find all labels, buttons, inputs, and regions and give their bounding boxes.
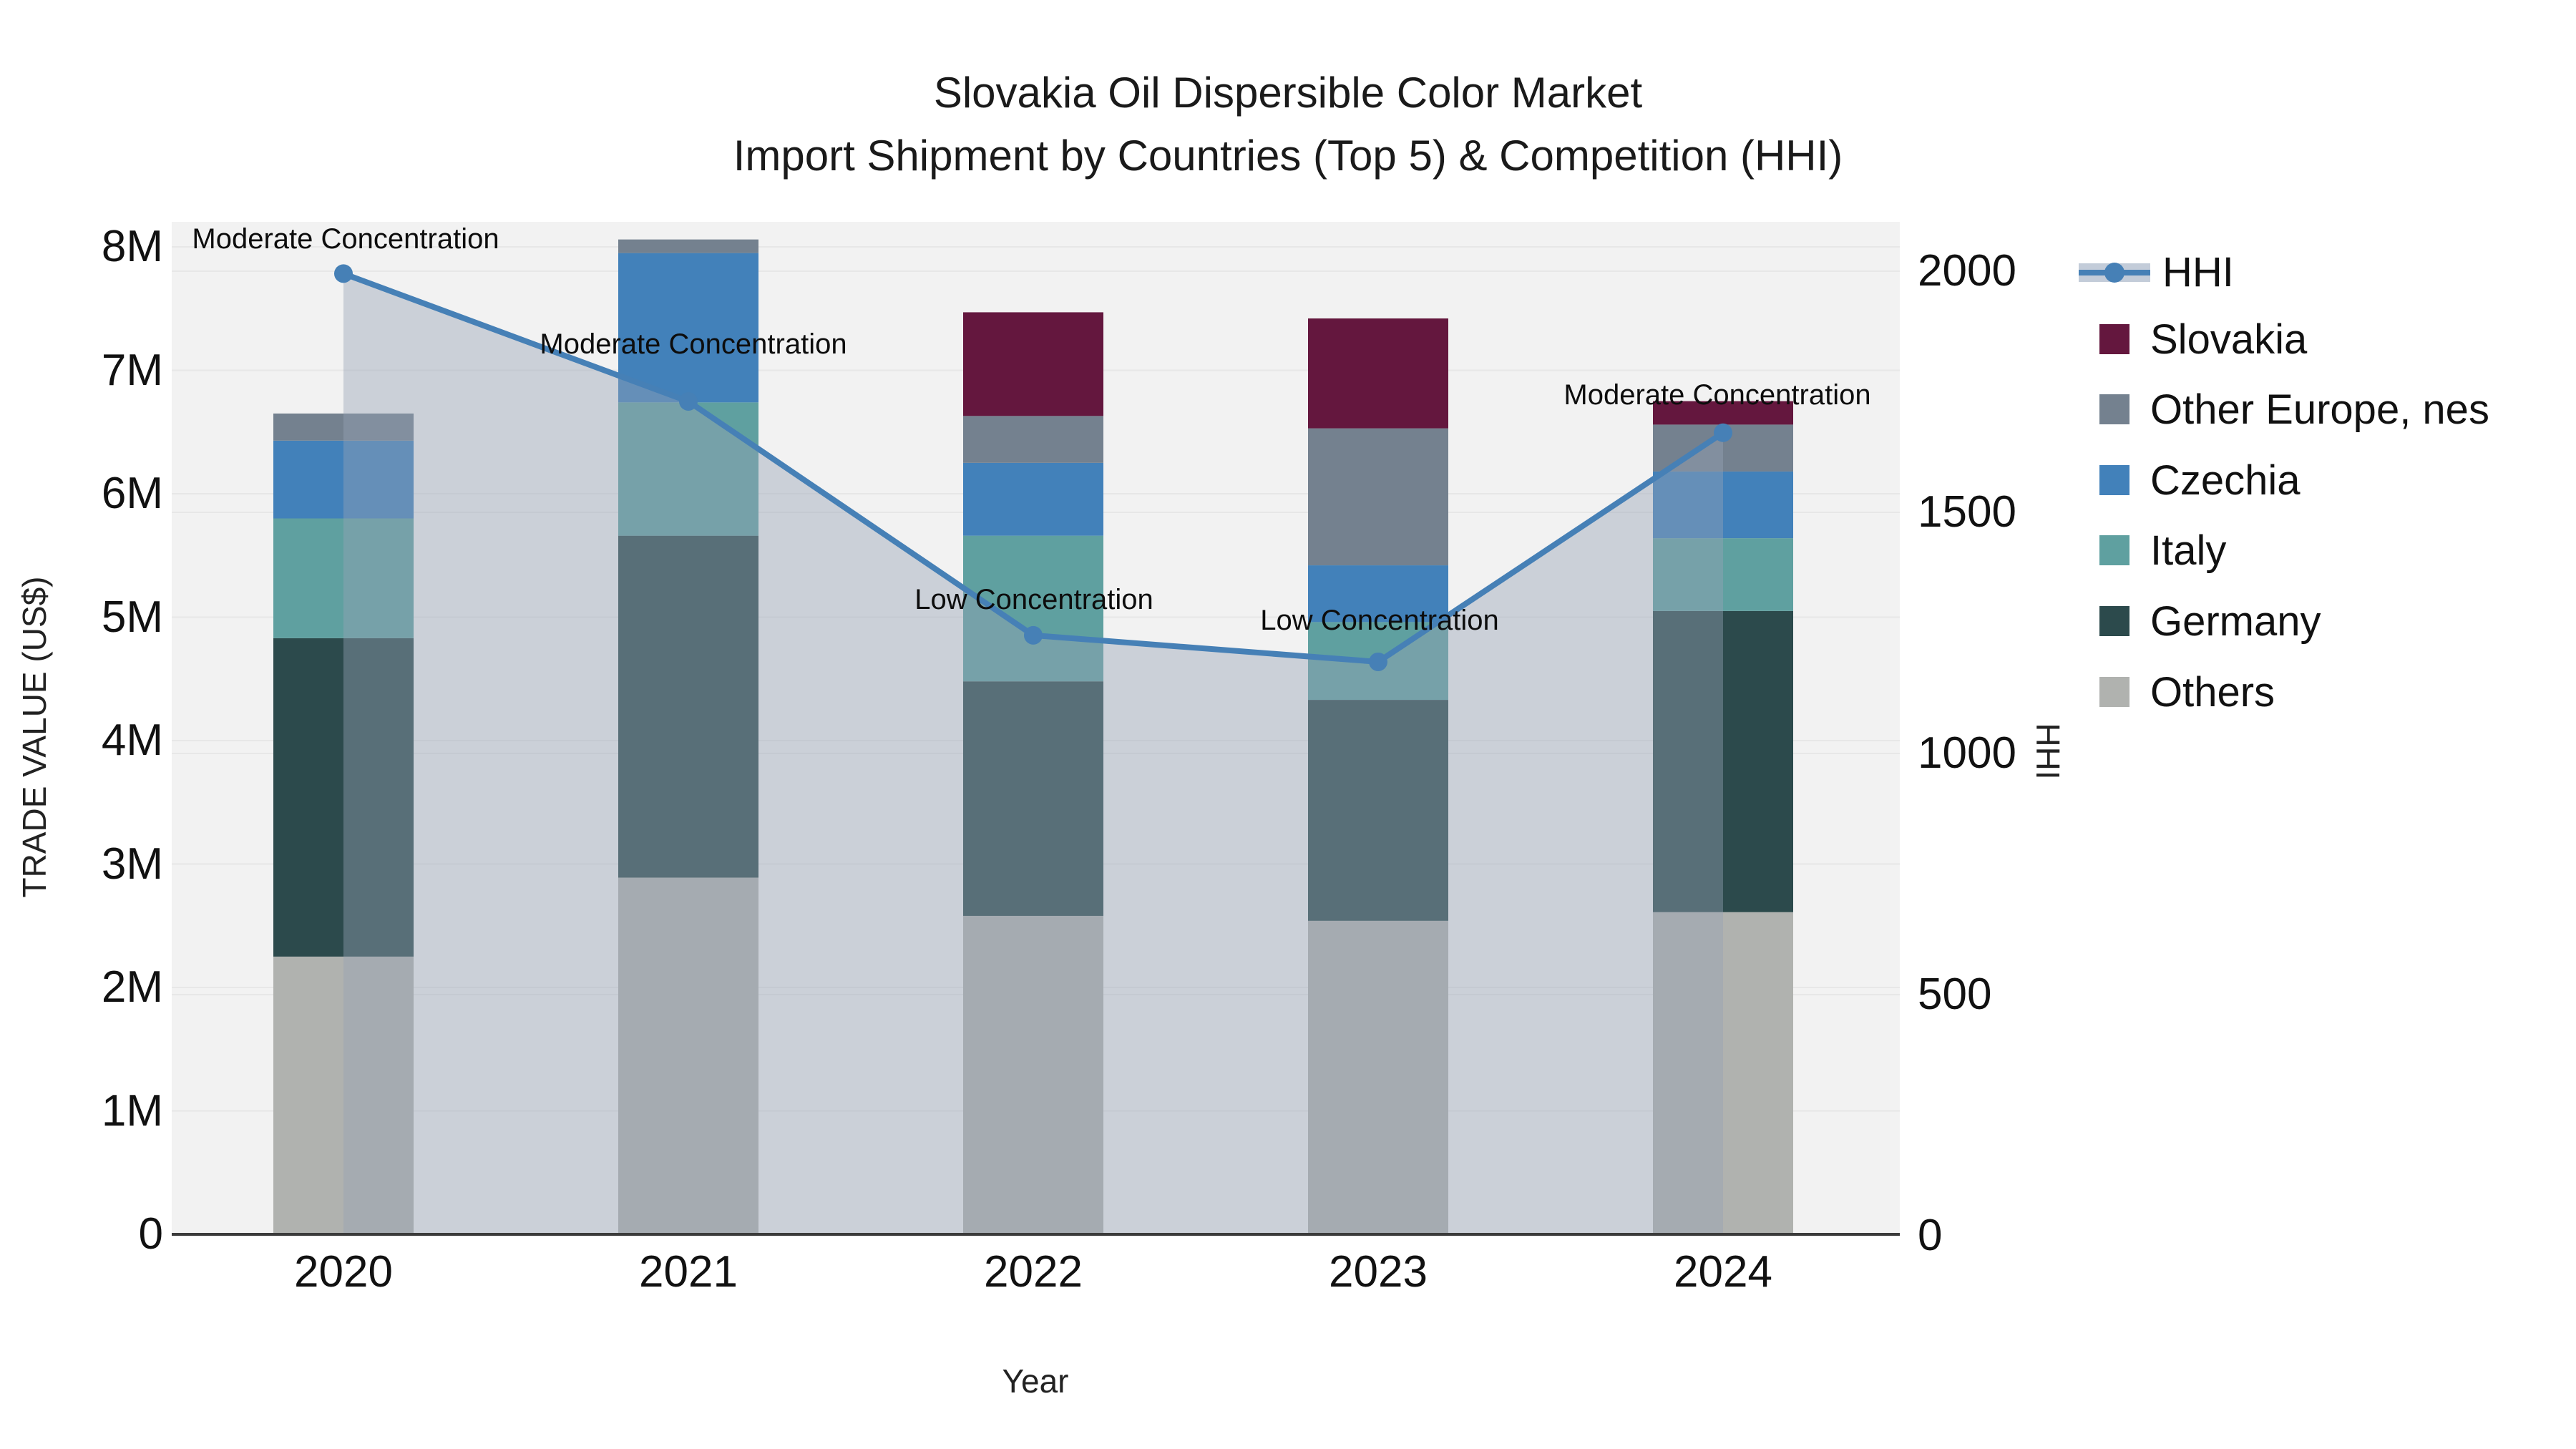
legend-label-hhi: HHI xyxy=(2162,248,2234,296)
bar-segment-2024-others[interactable] xyxy=(1653,912,1793,1234)
legend-label-others: Others xyxy=(2150,668,2275,716)
y-axis-title-left: TRADE VALUE (US$) xyxy=(16,576,53,898)
legend-swatch-others xyxy=(2099,677,2129,707)
hhi-annotation-2021: Moderate Concentration xyxy=(540,328,847,360)
legend-label-italy: Italy xyxy=(2150,527,2227,574)
x-tick-2024: 2024 xyxy=(1674,1247,1772,1297)
bar-segment-2022-others[interactable] xyxy=(963,915,1103,1234)
bar-segment-2023-others[interactable] xyxy=(1308,920,1448,1234)
hhi-annotation-2022: Low Concentration xyxy=(914,584,1153,615)
legend-item-czechia[interactable]: Czechia xyxy=(2079,455,2301,505)
hhi-marker-2021[interactable] xyxy=(679,391,698,411)
y-left-tick-1M: 1M xyxy=(101,1085,163,1136)
legend-label-other-europe-nes: Other Europe, nes xyxy=(2150,386,2489,433)
bar-segment-2021-italy[interactable] xyxy=(618,402,758,536)
bar-segment-2021-others[interactable] xyxy=(618,877,758,1234)
x-tick-2022: 2022 xyxy=(984,1247,1083,1297)
legend-item-italy[interactable]: Italy xyxy=(2079,525,2226,575)
hhi-marker-2024[interactable] xyxy=(1714,423,1732,442)
x-axis-title: Year xyxy=(1002,1362,1069,1400)
y-right-tick-500: 500 xyxy=(1918,970,1992,1019)
bar-segment-2023-czechia[interactable] xyxy=(1308,565,1448,623)
y-left-tick-5M: 5M xyxy=(101,592,163,642)
bar-segment-2023-other-europe-nes[interactable] xyxy=(1308,428,1448,566)
hhi-marker-2022[interactable] xyxy=(1024,625,1043,645)
legend-item-hhi[interactable]: HHI xyxy=(2079,247,2234,297)
x-tick-2021: 2021 xyxy=(639,1247,738,1297)
bar-segment-2024-germany[interactable] xyxy=(1653,610,1793,912)
legend-item-other-europe-nes[interactable]: Other Europe, nes xyxy=(2079,384,2489,434)
y-right-tick-2000: 2000 xyxy=(1918,246,2016,296)
bar-segment-2020-italy[interactable] xyxy=(273,518,414,638)
y-left-tick-6M: 6M xyxy=(101,469,163,518)
bar-segment-2023-slovakia[interactable] xyxy=(1308,318,1448,429)
y-right-tick-1500: 1500 xyxy=(1918,487,2016,537)
bar-segment-2024-italy[interactable] xyxy=(1653,538,1793,611)
x-tick-2020: 2020 xyxy=(294,1247,393,1297)
legend-swatch-slovakia xyxy=(2099,324,2129,354)
bar-segment-2024-slovakia[interactable] xyxy=(1653,401,1793,425)
bar-segment-2020-others[interactable] xyxy=(273,956,414,1234)
hhi-marker-2020[interactable] xyxy=(334,264,353,283)
bar-segment-2020-czechia[interactable] xyxy=(273,440,414,519)
hhi-marker-2023[interactable] xyxy=(1369,652,1387,671)
legend-hhi-line-sample xyxy=(2079,257,2150,287)
bar-segment-2022-czechia[interactable] xyxy=(963,462,1103,536)
bar-segment-2020-germany[interactable] xyxy=(273,638,414,957)
legend-label-czechia: Czechia xyxy=(2150,457,2301,504)
legend-label-germany: Germany xyxy=(2150,597,2321,645)
bar-segment-2022-germany[interactable] xyxy=(963,681,1103,916)
hhi-area-fill xyxy=(343,273,1723,1234)
y-left-tick-8M: 8M xyxy=(101,222,163,271)
bar-segment-2022-slovakia[interactable] xyxy=(963,312,1103,416)
y-right-tick-0: 0 xyxy=(1918,1211,1943,1260)
hhi-annotation-2020: Moderate Concentration xyxy=(192,223,499,255)
hhi-annotation-2023: Low Concentration xyxy=(1260,605,1499,636)
legend-swatch-czechia xyxy=(2099,465,2129,495)
y-right-tick-1000: 1000 xyxy=(1918,728,2016,778)
legend-hhi-marker-icon xyxy=(2104,263,2124,283)
y-left-tick-3M: 3M xyxy=(101,839,163,889)
bar-segment-2021-other-europe-nes[interactable] xyxy=(618,239,758,253)
chart-title-line2: Import Shipment by Countries (Top 5) & C… xyxy=(733,132,1843,180)
bar-segment-2024-czechia[interactable] xyxy=(1653,471,1793,539)
legend-swatch-germany xyxy=(2099,606,2129,636)
y-axis-title-right: HHI xyxy=(2029,723,2067,780)
y-left-tick-0: 0 xyxy=(138,1209,163,1259)
bar-segment-2022-italy[interactable] xyxy=(963,535,1103,682)
y-left-tick-4M: 4M xyxy=(101,716,163,765)
legend-item-germany[interactable]: Germany xyxy=(2079,596,2321,646)
bar-segment-2022-other-europe-nes[interactable] xyxy=(963,416,1103,463)
legend-item-others[interactable]: Others xyxy=(2079,667,2275,717)
legend-swatch-italy xyxy=(2099,535,2129,565)
legend-label-slovakia: Slovakia xyxy=(2150,316,2308,363)
chart-title-line1: Slovakia Oil Dispersible Color Market xyxy=(933,69,1643,117)
bar-segment-2023-germany[interactable] xyxy=(1308,700,1448,921)
legend-swatch-other-europe-nes xyxy=(2099,394,2129,424)
x-tick-2023: 2023 xyxy=(1329,1247,1428,1297)
bar-segment-2021-germany[interactable] xyxy=(618,535,758,878)
legend-item-slovakia[interactable]: Slovakia xyxy=(2079,314,2307,364)
y-left-tick-2M: 2M xyxy=(101,962,163,1012)
hhi-annotation-2024: Moderate Concentration xyxy=(1563,379,1871,411)
bar-segment-2020-other-europe-nes[interactable] xyxy=(273,413,414,441)
bar-segment-2021-czechia[interactable] xyxy=(618,253,758,403)
y-left-tick-7M: 7M xyxy=(101,345,163,395)
